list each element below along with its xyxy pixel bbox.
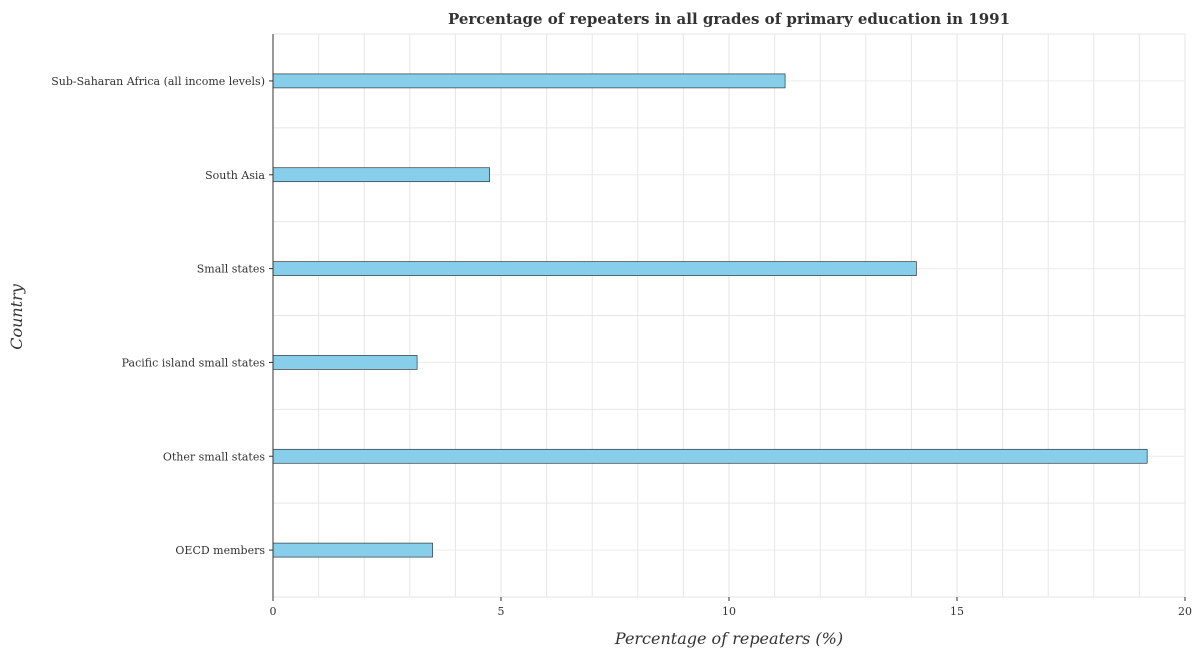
bar-pacific-island-small-states (272, 355, 418, 370)
axes: OECD members Other small states Pacific is… (51, 34, 1192, 618)
bar-oecd-members (272, 542, 433, 558)
bar-other-small-states (272, 448, 1148, 464)
bar-south-asia (272, 167, 490, 183)
y-tick-label: OECD members (175, 544, 265, 557)
x-tick-label: 20 (1178, 605, 1192, 618)
x-tick-label: 10 (722, 605, 736, 618)
y-axis-title: Country (7, 283, 26, 350)
x-tick-label: 5 (498, 605, 505, 618)
grid (272, 33, 1186, 598)
x-axis-title: Percentage of repeaters (%) (614, 629, 843, 648)
y-tick-label: Other small states (163, 450, 266, 463)
chart-title: Percentage of repeaters in all grades of… (447, 10, 1011, 28)
x-tick-label: 15 (950, 605, 964, 618)
y-tick-label: Pacific island small states (122, 356, 266, 369)
bar-small-states (272, 261, 917, 276)
x-tick-label: 0 (270, 605, 277, 618)
y-tick-label: South Asia (205, 169, 265, 182)
y-tick-label: Small states (197, 263, 266, 276)
y-tick-label: Sub-Saharan Africa (all income levels) (51, 75, 265, 88)
bars (272, 73, 1148, 558)
bar-sub-saharan-africa-all-income-levels (272, 73, 786, 89)
